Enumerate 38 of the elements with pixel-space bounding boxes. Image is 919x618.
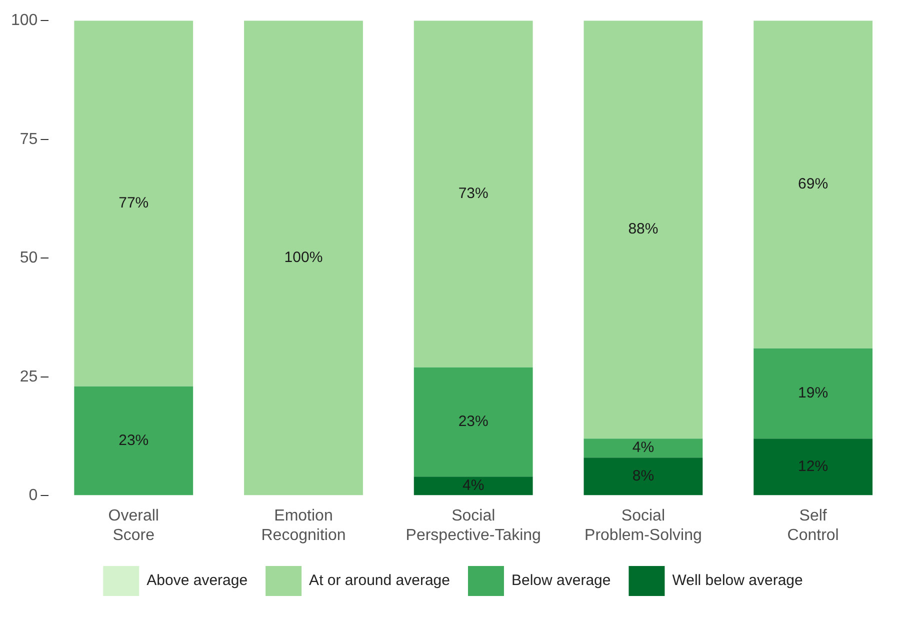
data-label: 4% bbox=[632, 439, 654, 456]
bar bbox=[754, 20, 873, 348]
data-label: 19% bbox=[798, 384, 828, 402]
x-tick-label: Social Problem-Solving bbox=[584, 508, 702, 544]
data-label: 69% bbox=[798, 176, 828, 193]
x-tick-label: Overall Score bbox=[108, 508, 159, 544]
legend-label: Well below average bbox=[672, 572, 803, 590]
x-tick-label: Emotion Recognition bbox=[261, 508, 346, 544]
y-tick-label: 50 bbox=[20, 250, 38, 267]
bar bbox=[584, 438, 703, 458]
y-tick-label: 25 bbox=[20, 368, 38, 386]
bar bbox=[754, 438, 873, 496]
y-tick-label: 75 bbox=[20, 130, 38, 148]
data-label: 23% bbox=[118, 432, 149, 449]
data-label: 73% bbox=[458, 185, 488, 202]
bar bbox=[584, 458, 703, 496]
y-tick-label: 100 bbox=[10, 12, 38, 30]
x-tick-label: Self Control bbox=[787, 508, 839, 544]
bar bbox=[74, 20, 194, 386]
legend-label: Above average bbox=[146, 572, 248, 590]
y-tick-label: 0 bbox=[28, 487, 38, 504]
bar bbox=[584, 20, 703, 439]
bar bbox=[754, 348, 873, 439]
data-label: 8% bbox=[632, 467, 654, 484]
data-label: 100% bbox=[284, 248, 323, 266]
x-tick-label: Social Perspective-Taking bbox=[406, 508, 541, 544]
data-label: 88% bbox=[628, 220, 658, 238]
bar bbox=[414, 367, 533, 477]
bar bbox=[414, 476, 533, 496]
legend-label: Below average bbox=[511, 572, 611, 590]
data-label: 23% bbox=[458, 413, 488, 430]
bar bbox=[74, 386, 194, 496]
data-label: 4% bbox=[462, 476, 484, 494]
data-label: 77% bbox=[118, 194, 149, 212]
bar bbox=[244, 20, 363, 496]
data-label: 12% bbox=[798, 458, 828, 475]
bar bbox=[414, 20, 533, 368]
legend-label: At or around average bbox=[309, 572, 450, 590]
